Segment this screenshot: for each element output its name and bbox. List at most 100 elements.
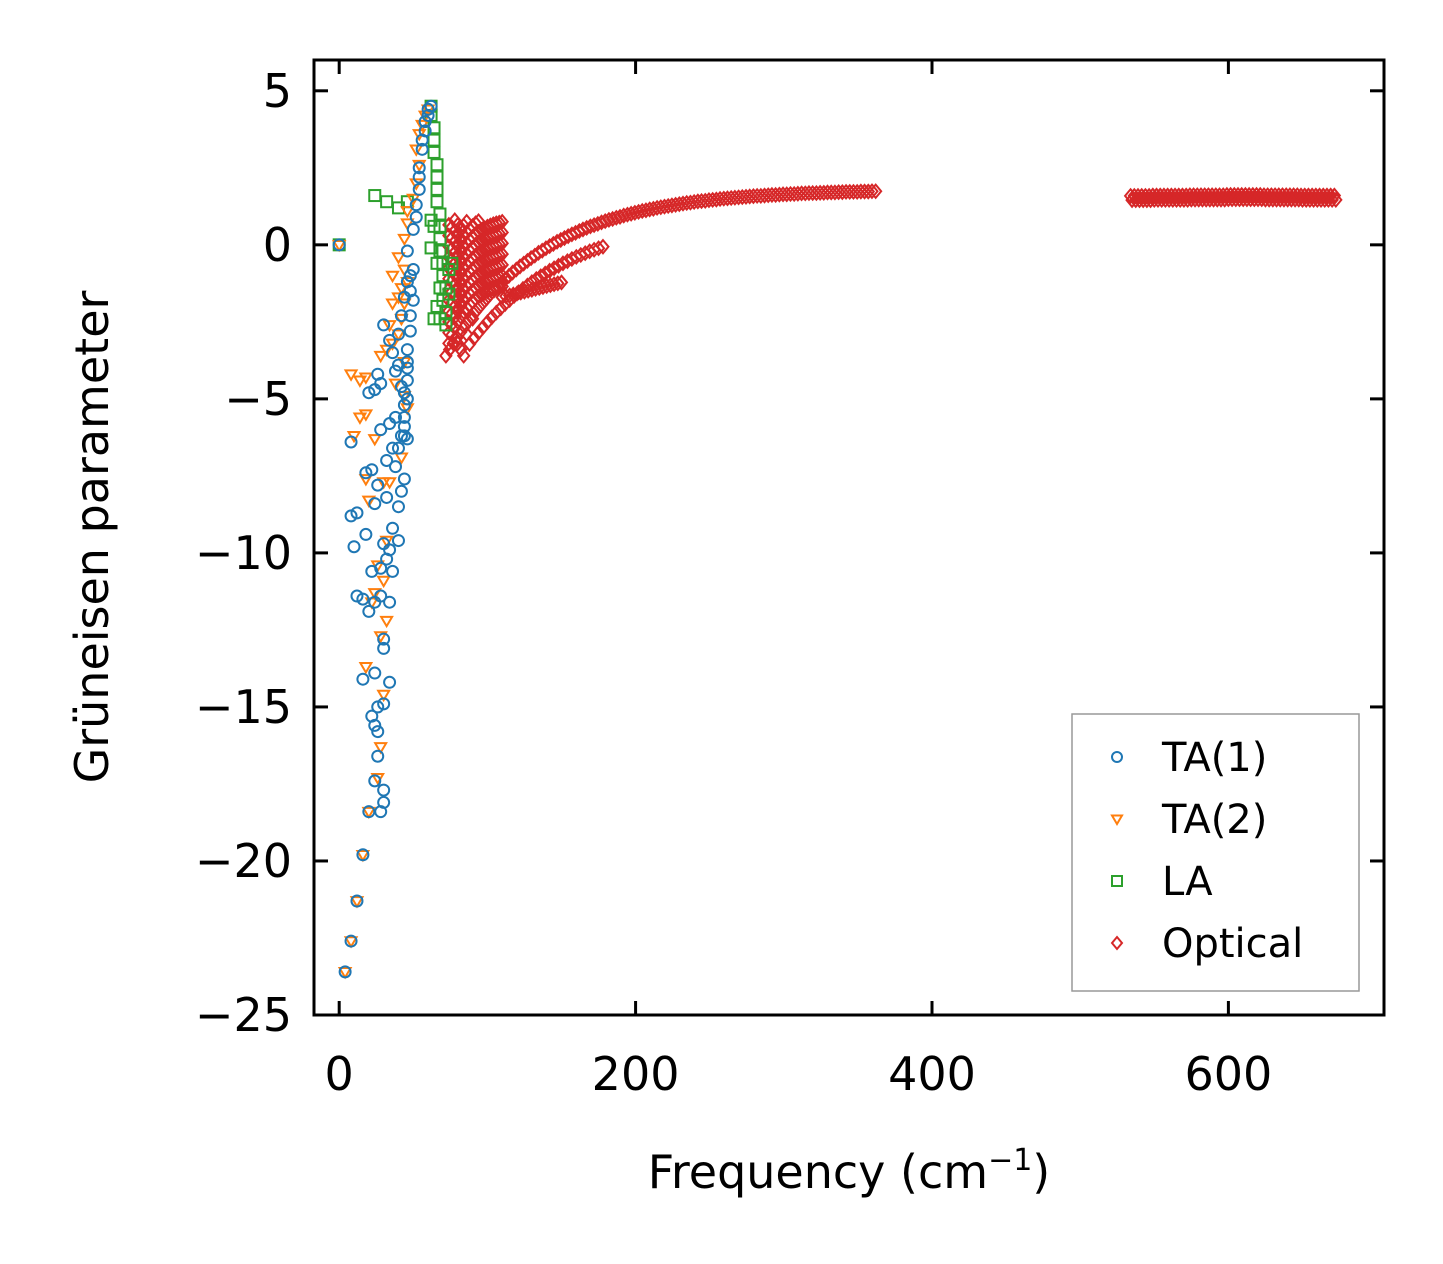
- data-point: [386, 441, 400, 455]
- x-axis: 0 200 400 600: [325, 60, 1272, 1101]
- data-point: [389, 364, 403, 378]
- data-point: [356, 848, 370, 862]
- data-point: [367, 588, 383, 601]
- data-point: [471, 288, 486, 305]
- data-point: [385, 338, 400, 351]
- data-point: [356, 592, 370, 606]
- data-point: [368, 497, 382, 511]
- data-point: [412, 161, 426, 175]
- data-point: [1325, 191, 1339, 209]
- data-point: [397, 298, 412, 311]
- x-tick-label: 600: [1184, 1047, 1272, 1101]
- data-point: [445, 256, 459, 270]
- data-point: [868, 183, 883, 200]
- data-point: [358, 474, 374, 487]
- data-point: [489, 279, 504, 297]
- data-point: [495, 235, 510, 252]
- data-point: [865, 183, 879, 200]
- data-point: [543, 277, 558, 294]
- series-optical: [439, 183, 1343, 364]
- data-point: [539, 277, 554, 295]
- data-point: [377, 632, 391, 646]
- legend-label: Optical: [1162, 921, 1303, 967]
- data-point: [350, 894, 364, 908]
- legend-marker: [1111, 751, 1123, 763]
- data-point: [371, 749, 385, 763]
- data-point: [505, 264, 520, 281]
- data-point: [385, 270, 400, 284]
- data-point: [343, 936, 359, 949]
- data-point: [421, 102, 435, 116]
- data-point: [344, 435, 358, 449]
- data-point: [358, 409, 374, 422]
- data-point: [391, 329, 406, 342]
- data-point: [430, 170, 444, 184]
- data-point: [400, 361, 414, 375]
- data-point: [409, 210, 423, 224]
- data-point: [412, 182, 426, 196]
- data-point: [433, 232, 447, 246]
- x-tick-label: 200: [592, 1047, 680, 1101]
- data-point: [377, 318, 391, 332]
- data-point: [474, 286, 489, 303]
- data-point: [493, 300, 508, 317]
- data-point: [377, 795, 391, 809]
- data-point: [427, 312, 441, 326]
- data-point: [624, 205, 638, 222]
- legend-label: LA: [1162, 859, 1213, 905]
- data-point: [462, 335, 477, 353]
- data-point: [368, 666, 382, 680]
- x-axis-title: Frequency (cm−1): [648, 1143, 1051, 1199]
- data-point: [382, 320, 397, 333]
- data-point: [362, 604, 376, 618]
- data-point: [411, 159, 427, 173]
- data-point: [547, 260, 561, 277]
- data-point: [391, 252, 406, 265]
- data-point: [489, 304, 504, 321]
- data-point: [383, 675, 397, 689]
- data-point: [616, 207, 631, 224]
- data-point: [513, 284, 528, 301]
- data-point: [418, 124, 432, 138]
- data-point: [394, 484, 408, 498]
- data-point: [376, 689, 391, 703]
- x-axis-title-superscript: −1: [988, 1143, 1032, 1178]
- y-axis: 5 0 −5 −10 −15 −20 −25: [195, 64, 1384, 1042]
- data-point: [609, 209, 624, 226]
- data-point: [456, 217, 471, 234]
- x-tick-label: 0: [325, 1047, 354, 1101]
- data-point: [394, 309, 408, 323]
- y-tick-label: −25: [195, 988, 292, 1042]
- data-point: [424, 99, 438, 113]
- data-point: [397, 472, 411, 486]
- data-point: [352, 412, 368, 425]
- x-tick-label: 400: [888, 1047, 976, 1101]
- data-point: [532, 279, 547, 297]
- data-point: [594, 214, 609, 231]
- data-point: [389, 460, 403, 474]
- y-tick-label: −5: [224, 372, 292, 426]
- data-point: [430, 182, 444, 196]
- data-point: [495, 267, 510, 284]
- data-point: [525, 281, 539, 298]
- data-point: [400, 206, 415, 219]
- data-point: [536, 278, 550, 296]
- data-point: [373, 350, 388, 364]
- data-point: [415, 142, 429, 156]
- data-point: [510, 285, 524, 302]
- data-point: [365, 709, 379, 723]
- data-point: [397, 386, 411, 400]
- data-point: [397, 410, 411, 424]
- data-point: [338, 965, 352, 979]
- y-tick-label: −20: [195, 834, 292, 888]
- data-point: [439, 347, 453, 364]
- y-tick-label: 0: [263, 218, 292, 272]
- data-point: [391, 292, 406, 305]
- data-point: [554, 274, 569, 291]
- data-point: [379, 615, 394, 629]
- data-point: [377, 641, 391, 655]
- data-point: [374, 376, 388, 390]
- data-point: [400, 276, 415, 290]
- data-point: [453, 308, 468, 325]
- data-point: [403, 324, 417, 338]
